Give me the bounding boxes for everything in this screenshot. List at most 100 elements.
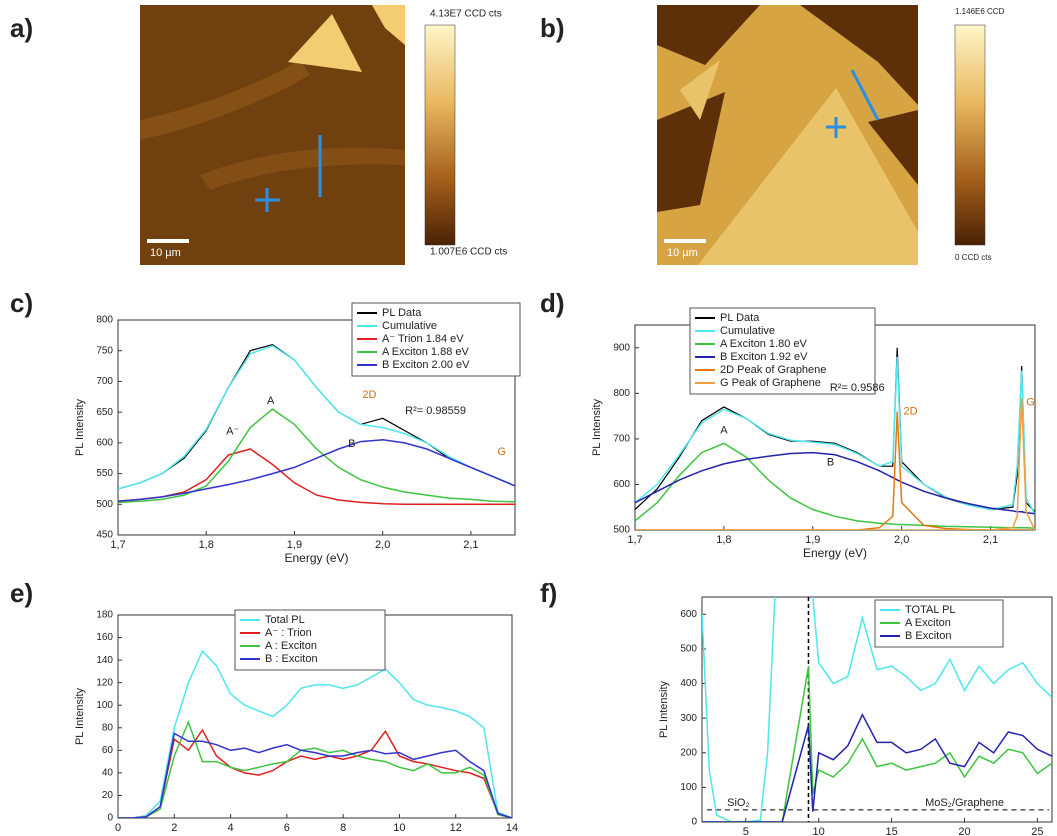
series-line — [118, 344, 515, 490]
y-tick-label: 180 — [96, 610, 113, 621]
series-line — [635, 411, 1035, 530]
legend-label: B : Exciton — [265, 653, 318, 665]
x-tick-label: 12 — [450, 822, 462, 834]
y-tick-label: 900 — [613, 342, 630, 353]
y-tick-label: 650 — [96, 407, 113, 418]
scale-bar-label: 10 µm — [150, 247, 181, 259]
colorbar-min-label: 0 CCD cts — [955, 253, 991, 262]
legend-label: PL Data — [720, 312, 760, 324]
y-tick-label: 100 — [96, 700, 113, 711]
pl-map-b — [657, 5, 986, 265]
panel-label: c) — [10, 288, 33, 318]
annotation: R²= 0.9586 — [830, 382, 885, 394]
legend-label: A⁻ : Trion — [265, 627, 312, 639]
x-tick-label: 6 — [284, 822, 290, 834]
x-tick-label: 1,9 — [805, 534, 820, 546]
x-tick-label: 10 — [393, 822, 405, 834]
series-line — [635, 442, 1035, 529]
y-tick-label: 500 — [680, 644, 697, 655]
series-line — [118, 448, 515, 506]
colorbar-max-label: 4.13E7 CCD cts — [430, 9, 502, 20]
legend-label: A⁻ Trion 1.84 eV — [382, 333, 464, 345]
x-axis-label: Energy (eV) — [284, 551, 348, 565]
annotation: A — [267, 395, 275, 407]
x-tick-label: 4 — [228, 822, 234, 834]
y-tick-label: 600 — [613, 479, 630, 490]
x-tick-label: 2,1 — [983, 534, 998, 546]
legend-label: PL Data — [382, 307, 422, 319]
y-tick-label: 750 — [96, 345, 113, 356]
y-tick-label: 140 — [96, 655, 113, 666]
panel-label: a) — [10, 13, 33, 43]
legend-label: A Exciton — [905, 617, 951, 629]
legend-label: Cumulative — [720, 325, 775, 337]
series-line — [118, 408, 515, 504]
series-line — [118, 728, 512, 818]
legend-label: G Peak of Graphene — [720, 377, 821, 389]
legend-label: A Exciton 1.80 eV — [720, 338, 807, 350]
legend-label: B Exciton — [905, 630, 951, 642]
x-tick-label: 8 — [340, 822, 346, 834]
y-tick-label: 160 — [96, 632, 113, 643]
x-tick-label: 10 — [813, 826, 825, 836]
plot-frame — [117, 319, 516, 536]
x-tick-label: 25 — [1031, 826, 1043, 836]
x-tick-label: 0 — [115, 822, 121, 834]
series-line — [635, 356, 1035, 515]
annotation: A — [720, 425, 728, 437]
y-tick-label: 550 — [96, 468, 113, 479]
plot-frame — [701, 596, 1053, 823]
y-tick-label: 450 — [96, 530, 113, 541]
y-axis-label: PL Intensity — [74, 398, 86, 456]
series-line — [118, 732, 512, 818]
annotation: R²= 0.98559 — [405, 405, 466, 417]
y-tick-label: 600 — [680, 609, 697, 620]
x-tick-label: 2,1 — [463, 539, 478, 551]
annotation: B — [348, 438, 355, 450]
y-tick-label: 800 — [96, 315, 113, 326]
x-tick-label: 1,7 — [110, 539, 125, 551]
series-line — [118, 720, 512, 818]
series-line — [702, 713, 1052, 822]
x-tick-label: 5 — [743, 826, 749, 836]
series-line — [635, 397, 1035, 530]
y-axis-label: PL Intensity — [74, 687, 86, 745]
y-tick-label: 60 — [102, 745, 114, 756]
annotation: MoS₂/Graphene — [925, 797, 1004, 809]
x-tick-label: 14 — [506, 822, 518, 834]
annotation: A⁻ — [226, 426, 239, 438]
y-tick-label: 100 — [680, 782, 697, 793]
y-tick-label: 600 — [96, 437, 113, 448]
y-axis-label: PL Intensity — [658, 680, 670, 738]
legend-label: B Exciton 1.92 eV — [720, 351, 808, 363]
y-tick-label: 700 — [613, 434, 630, 445]
legend-label: A : Exciton — [265, 640, 317, 652]
colorbar-max-label: 1.146E6 CCD — [955, 7, 1005, 16]
colorbar-min-label: 1.007E6 CCD cts — [430, 247, 507, 258]
panel-label: e) — [10, 578, 33, 608]
legend-label: TOTAL PL — [905, 604, 956, 616]
annotation: G — [497, 446, 506, 458]
legend-label: Cumulative — [382, 320, 437, 332]
annotation: B — [827, 456, 834, 468]
y-tick-label: 800 — [613, 388, 630, 399]
x-tick-label: 2,0 — [894, 534, 909, 546]
legend-label: 2D Peak of Graphene — [720, 364, 826, 376]
series-line — [118, 649, 512, 818]
legend-label: Total PL — [265, 614, 305, 626]
x-tick-label: 1,9 — [287, 539, 302, 551]
legend-label: A Exciton 1.88 eV — [382, 346, 469, 358]
x-tick-label: 1,8 — [199, 539, 214, 551]
panel-label: d) — [540, 288, 565, 318]
x-tick-label: 2,0 — [375, 539, 390, 551]
x-tick-label: 20 — [958, 826, 970, 836]
y-tick-label: 500 — [613, 525, 630, 536]
pl-map-a — [140, 5, 456, 265]
x-axis-label: Distance (µm) — [278, 834, 353, 836]
annotation: G — [1026, 396, 1035, 408]
y-tick-label: 500 — [96, 499, 113, 510]
y-tick-label: 700 — [96, 376, 113, 387]
y-tick-label: 20 — [102, 790, 114, 801]
annotation: 2D — [904, 405, 918, 417]
